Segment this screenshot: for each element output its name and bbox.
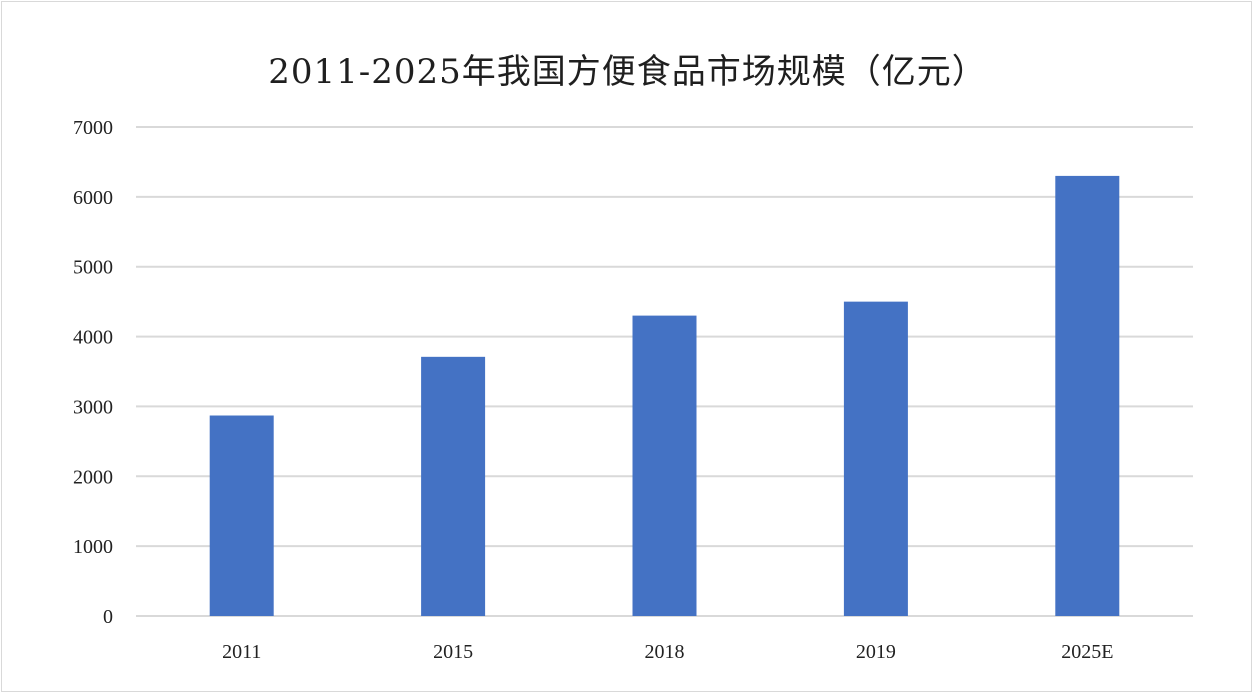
bar-2015 xyxy=(421,356,486,616)
x-tick-label: 2015 xyxy=(433,641,473,663)
y-tick-label: 6000 xyxy=(73,187,113,209)
chart-title: 2011-2025年我国方便食品市场规模（亿元） xyxy=(268,52,987,92)
bar-2025E xyxy=(1055,175,1120,616)
y-axis-ticks: 0 1000 2000 3000 4000 5000 6000 7000 xyxy=(73,117,113,628)
y-tick-label: 0 xyxy=(103,606,113,628)
x-tick-label: 2018 xyxy=(645,641,685,663)
bars xyxy=(209,175,1120,616)
bar-2011 xyxy=(209,415,274,616)
y-tick-label: 7000 xyxy=(73,117,113,139)
x-tick-label: 2025E xyxy=(1061,641,1113,663)
x-tick-label: 2011 xyxy=(222,641,261,663)
y-tick-label: 3000 xyxy=(73,396,113,418)
x-axis-ticks: 2011 2015 2018 2019 2025E xyxy=(222,641,1113,663)
bar-2018 xyxy=(632,315,697,616)
y-tick-label: 1000 xyxy=(73,536,113,558)
bar-2019 xyxy=(843,301,908,616)
y-tick-label: 2000 xyxy=(73,466,113,488)
x-tick-label: 2019 xyxy=(856,641,896,663)
y-tick-label: 5000 xyxy=(73,257,113,279)
y-tick-label: 4000 xyxy=(73,327,113,349)
